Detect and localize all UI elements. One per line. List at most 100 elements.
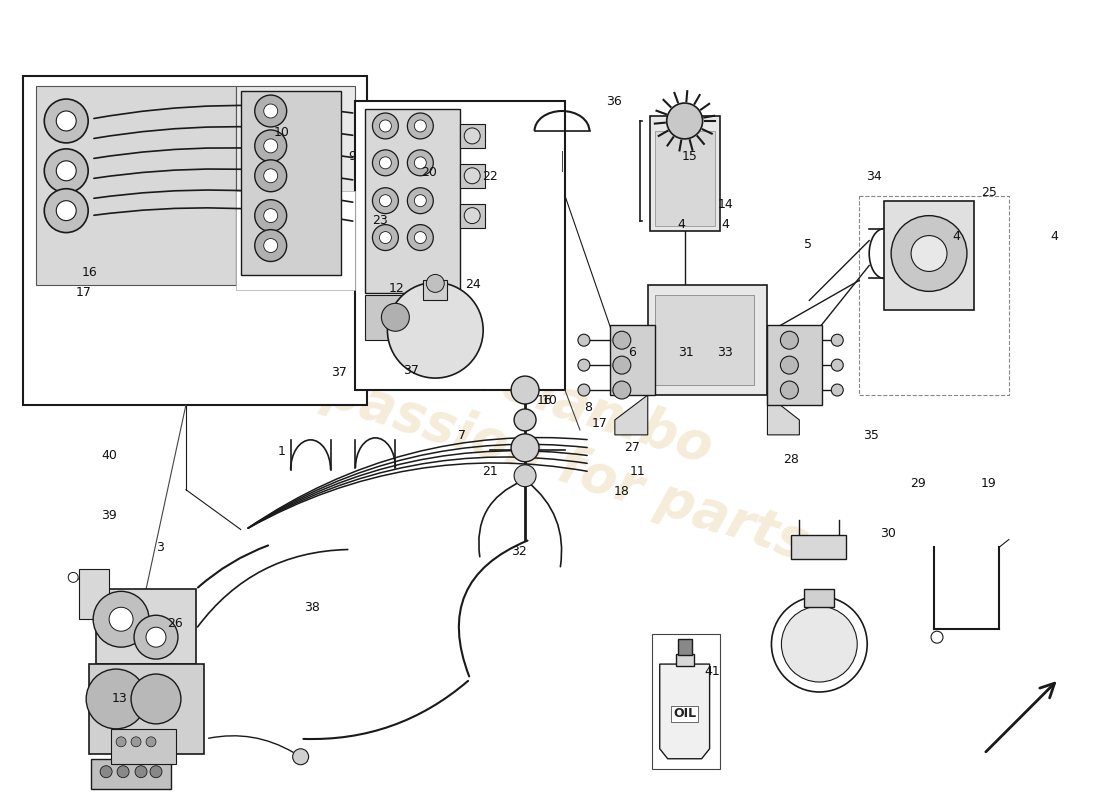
Circle shape bbox=[68, 572, 78, 582]
Bar bbox=[365, 109, 460, 294]
Text: 8: 8 bbox=[584, 402, 593, 414]
Bar bbox=[460, 124, 485, 148]
Text: 6: 6 bbox=[628, 346, 636, 358]
Circle shape bbox=[464, 208, 481, 224]
Bar bbox=[241, 91, 341, 275]
Circle shape bbox=[931, 631, 943, 643]
Circle shape bbox=[373, 188, 398, 214]
Text: 40: 40 bbox=[101, 450, 117, 462]
Circle shape bbox=[578, 334, 590, 346]
Circle shape bbox=[379, 231, 392, 243]
Circle shape bbox=[86, 669, 146, 729]
Circle shape bbox=[387, 282, 483, 378]
Circle shape bbox=[407, 188, 433, 214]
Circle shape bbox=[379, 120, 392, 132]
Text: 5: 5 bbox=[804, 238, 812, 251]
Circle shape bbox=[44, 189, 88, 233]
Text: 4: 4 bbox=[952, 230, 960, 243]
Polygon shape bbox=[615, 395, 648, 435]
Circle shape bbox=[146, 737, 156, 746]
Circle shape bbox=[613, 331, 630, 349]
Circle shape bbox=[373, 113, 398, 139]
Text: 4: 4 bbox=[1050, 230, 1058, 243]
Bar bbox=[651, 634, 719, 769]
Bar bbox=[675, 654, 694, 666]
Text: OIL: OIL bbox=[673, 707, 696, 721]
Text: 4: 4 bbox=[678, 218, 685, 231]
Circle shape bbox=[780, 381, 799, 399]
Circle shape bbox=[514, 465, 536, 486]
Text: 18: 18 bbox=[614, 485, 629, 498]
Bar bbox=[859, 196, 1009, 395]
Text: 12: 12 bbox=[388, 282, 405, 295]
Circle shape bbox=[56, 161, 76, 181]
Circle shape bbox=[255, 95, 287, 127]
Circle shape bbox=[464, 168, 481, 184]
Circle shape bbox=[464, 128, 481, 144]
Circle shape bbox=[131, 737, 141, 746]
Circle shape bbox=[56, 111, 76, 131]
Bar bbox=[235, 86, 355, 286]
Circle shape bbox=[832, 334, 844, 346]
Bar bbox=[355, 101, 565, 390]
Text: 33: 33 bbox=[716, 346, 733, 358]
Circle shape bbox=[131, 674, 180, 724]
Circle shape bbox=[578, 384, 590, 396]
Circle shape bbox=[255, 130, 287, 162]
Circle shape bbox=[514, 409, 536, 431]
Circle shape bbox=[780, 356, 799, 374]
Text: 15: 15 bbox=[681, 150, 697, 163]
Circle shape bbox=[578, 359, 590, 371]
Text: 10: 10 bbox=[542, 394, 558, 406]
Circle shape bbox=[255, 200, 287, 231]
Text: 22: 22 bbox=[482, 170, 497, 183]
Bar bbox=[678, 639, 692, 655]
Circle shape bbox=[264, 209, 277, 222]
Text: 27: 27 bbox=[625, 442, 640, 454]
Circle shape bbox=[667, 103, 703, 139]
Text: 3: 3 bbox=[156, 541, 164, 554]
Text: 20: 20 bbox=[421, 166, 437, 179]
Circle shape bbox=[264, 238, 277, 253]
Circle shape bbox=[415, 120, 427, 132]
Circle shape bbox=[613, 356, 630, 374]
Text: 32: 32 bbox=[512, 545, 527, 558]
Text: 9: 9 bbox=[349, 150, 356, 163]
Circle shape bbox=[255, 230, 287, 262]
Bar bbox=[654, 131, 715, 226]
Bar bbox=[609, 326, 654, 395]
Text: 10: 10 bbox=[273, 126, 289, 139]
Text: 37: 37 bbox=[331, 366, 348, 378]
Circle shape bbox=[379, 157, 392, 169]
Text: 21: 21 bbox=[482, 466, 497, 478]
Bar bbox=[36, 86, 235, 286]
Polygon shape bbox=[660, 664, 710, 758]
Text: 38: 38 bbox=[304, 601, 320, 614]
Text: 34: 34 bbox=[866, 170, 881, 183]
Bar bbox=[650, 116, 719, 230]
Circle shape bbox=[613, 381, 630, 399]
Bar bbox=[79, 570, 109, 619]
Text: 25: 25 bbox=[981, 186, 997, 199]
Text: 30: 30 bbox=[880, 527, 895, 541]
Circle shape bbox=[117, 766, 129, 778]
Text: 7: 7 bbox=[459, 430, 466, 442]
Circle shape bbox=[146, 627, 166, 647]
Text: 11: 11 bbox=[630, 466, 646, 478]
Text: 16: 16 bbox=[81, 266, 97, 279]
Bar bbox=[424, 281, 448, 300]
Bar bbox=[768, 326, 823, 405]
Text: eurolambo
a passion for parts: eurolambo a passion for parts bbox=[266, 290, 834, 570]
Circle shape bbox=[135, 766, 147, 778]
Bar bbox=[111, 729, 176, 764]
Circle shape bbox=[117, 737, 126, 746]
Circle shape bbox=[109, 607, 133, 631]
Circle shape bbox=[832, 384, 844, 396]
Circle shape bbox=[427, 274, 444, 292]
Bar bbox=[89, 664, 204, 754]
Text: 37: 37 bbox=[403, 364, 419, 377]
Circle shape bbox=[415, 231, 427, 243]
Circle shape bbox=[832, 359, 844, 371]
Circle shape bbox=[44, 149, 88, 193]
Circle shape bbox=[780, 331, 799, 349]
